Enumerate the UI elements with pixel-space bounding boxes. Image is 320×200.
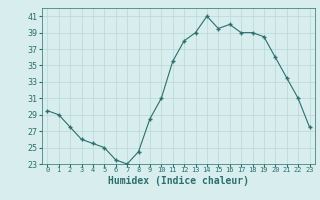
X-axis label: Humidex (Indice chaleur): Humidex (Indice chaleur) bbox=[108, 176, 249, 186]
